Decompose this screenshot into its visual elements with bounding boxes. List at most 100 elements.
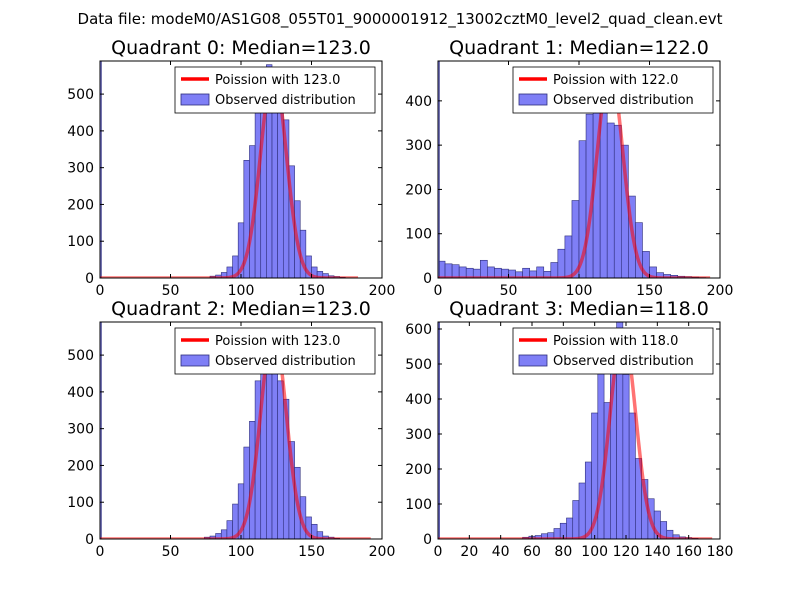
axes-frame xyxy=(437,321,721,540)
x-tick-label: 100 xyxy=(228,283,255,299)
x-tick-label: 160 xyxy=(675,544,702,560)
y-tick-label: 300 xyxy=(405,138,432,154)
x-tick-label: 120 xyxy=(613,544,640,560)
histogram-bar xyxy=(622,374,630,539)
x-tick-label: 0 xyxy=(434,544,443,560)
subplot-title: Quadrant 1: Median=122.0 xyxy=(449,37,709,59)
y-tick-label: 300 xyxy=(67,422,94,438)
legend-entry-curve: Poission with 118.0 xyxy=(553,334,678,349)
x-tick-label: 200 xyxy=(369,544,396,560)
y-tick-label: 400 xyxy=(67,124,94,140)
histogram-bar xyxy=(277,380,284,539)
y-tick-label: 500 xyxy=(67,87,94,103)
legend-entry-histogram: Observed distribution xyxy=(215,354,356,369)
histogram-bar xyxy=(550,262,559,278)
y-tick-label: 600 xyxy=(405,322,432,338)
x-tick-label: 100 xyxy=(228,544,255,560)
histogram-bar xyxy=(606,122,615,278)
y-tick-label: 400 xyxy=(405,392,432,408)
subplot-title: Quadrant 2: Median=123.0 xyxy=(111,298,371,320)
subplot-3: Quadrant 3: Median=118.00 20 40 60 80 100 120 1… xyxy=(405,298,733,560)
legend-entry-histogram: Observed distribution xyxy=(553,354,694,369)
legend-bar-swatch xyxy=(180,93,210,106)
x-tick-label: 100 xyxy=(581,544,608,560)
histogram-bar xyxy=(438,61,440,278)
x-tick-label: 40 xyxy=(492,544,510,560)
histogram-bar xyxy=(557,248,566,278)
y-tick-label: 100 xyxy=(405,227,432,243)
x-tick-label: 80 xyxy=(554,544,572,560)
x-tick-label: 100 xyxy=(566,283,593,299)
x-tick-label: 0 xyxy=(434,283,443,299)
histogram-bar xyxy=(642,251,650,278)
histogram-bar xyxy=(439,260,446,278)
histogram-bars xyxy=(438,61,707,278)
y-tick-label: 0 xyxy=(423,271,432,287)
histogram-bar xyxy=(613,124,622,278)
histogram-bar xyxy=(578,482,586,539)
x-tick-label: 150 xyxy=(298,283,325,299)
x-tick-label: 0 xyxy=(96,283,105,299)
legend-bar-swatch xyxy=(518,93,548,106)
histogram-bar xyxy=(444,263,453,278)
poisson-curve-line xyxy=(100,70,359,278)
x-tick-label: 50 xyxy=(500,283,518,299)
y-tick-label: 200 xyxy=(67,197,94,213)
y-tick-label: 200 xyxy=(405,462,432,478)
histogram-bar xyxy=(572,500,580,539)
y-tick-label: 0 xyxy=(85,271,94,287)
x-tick-label: 20 xyxy=(460,544,478,560)
subplot-1: Quadrant 1: Median=122.0 0 50 100 150 200 0 100… xyxy=(405,37,733,299)
histogram-bar xyxy=(451,264,460,278)
legend-entry-curve: Poission with 122.0 xyxy=(553,73,678,88)
legend: Poission with 122.0 Observed distribution xyxy=(512,66,714,114)
x-tick-label: 50 xyxy=(162,283,180,299)
histogram-bar xyxy=(100,322,102,539)
y-tick-label: 200 xyxy=(67,458,94,474)
y-tick-label: 400 xyxy=(405,94,432,110)
histogram-bar xyxy=(479,259,488,278)
legend-entry-histogram: Observed distribution xyxy=(553,93,694,108)
histogram-bar xyxy=(438,322,440,539)
y-tick-label: 100 xyxy=(67,495,94,511)
figure-suptitle: Data file: modeM0/AS1G08_055T01_90000019… xyxy=(78,10,723,29)
y-tick-label: 100 xyxy=(405,497,432,513)
x-tick-label: 140 xyxy=(644,544,671,560)
legend-entry-curve: Poission with 123.0 xyxy=(215,334,340,349)
x-tick-label: 50 xyxy=(162,544,180,560)
x-tick-label: 200 xyxy=(369,283,396,299)
x-tick-label: 60 xyxy=(523,544,541,560)
y-tick-label: 100 xyxy=(67,234,94,250)
subplot-title: Quadrant 0: Median=123.0 xyxy=(111,37,371,59)
histogram-bar xyxy=(628,412,636,539)
subplot-grid: Quadrant 0: Median=123.00 50 100 150 2000100… xyxy=(67,37,733,560)
y-tick-label: 300 xyxy=(405,427,432,443)
y-tick-label: 300 xyxy=(67,161,94,177)
legend-entry-curve: Poission with 123.0 xyxy=(215,73,340,88)
y-tick-label: 400 xyxy=(67,385,94,401)
legend-bar-swatch xyxy=(518,354,548,367)
x-tick-label: 150 xyxy=(636,283,663,299)
subplot-0: Quadrant 0: Median=123.0 0 50 100 150 200 0 100… xyxy=(67,37,395,299)
subplot-title: Quadrant 3: Median=118.0 xyxy=(449,298,709,320)
poisson-curve xyxy=(100,70,359,278)
y-tick-label: 0 xyxy=(85,532,94,548)
legend: Poission with 123.0 Observed distribution xyxy=(174,66,376,114)
legend-entry-histogram: Observed distribution xyxy=(215,93,356,108)
x-tick-label: 0 xyxy=(96,544,105,560)
histogram-bar xyxy=(271,354,278,539)
x-tick-label: 180 xyxy=(707,544,734,560)
histogram-bar xyxy=(564,235,573,278)
legend-bar-swatch xyxy=(180,354,210,367)
subplot-2: Quadrant 2: Median=123.0 0 50 100 150 200 0 100… xyxy=(67,298,395,560)
y-tick-label: 200 xyxy=(405,182,432,198)
y-tick-label: 500 xyxy=(67,348,94,364)
y-tick-label: 0 xyxy=(423,532,432,548)
y-tick-label: 500 xyxy=(405,357,432,373)
x-tick-label: 150 xyxy=(298,544,325,560)
histogram-bar xyxy=(566,517,574,539)
legend: Poission with 118.0 Observed distribution xyxy=(512,327,714,375)
legend: Poission with 123.0 Observed distribution xyxy=(174,327,376,375)
